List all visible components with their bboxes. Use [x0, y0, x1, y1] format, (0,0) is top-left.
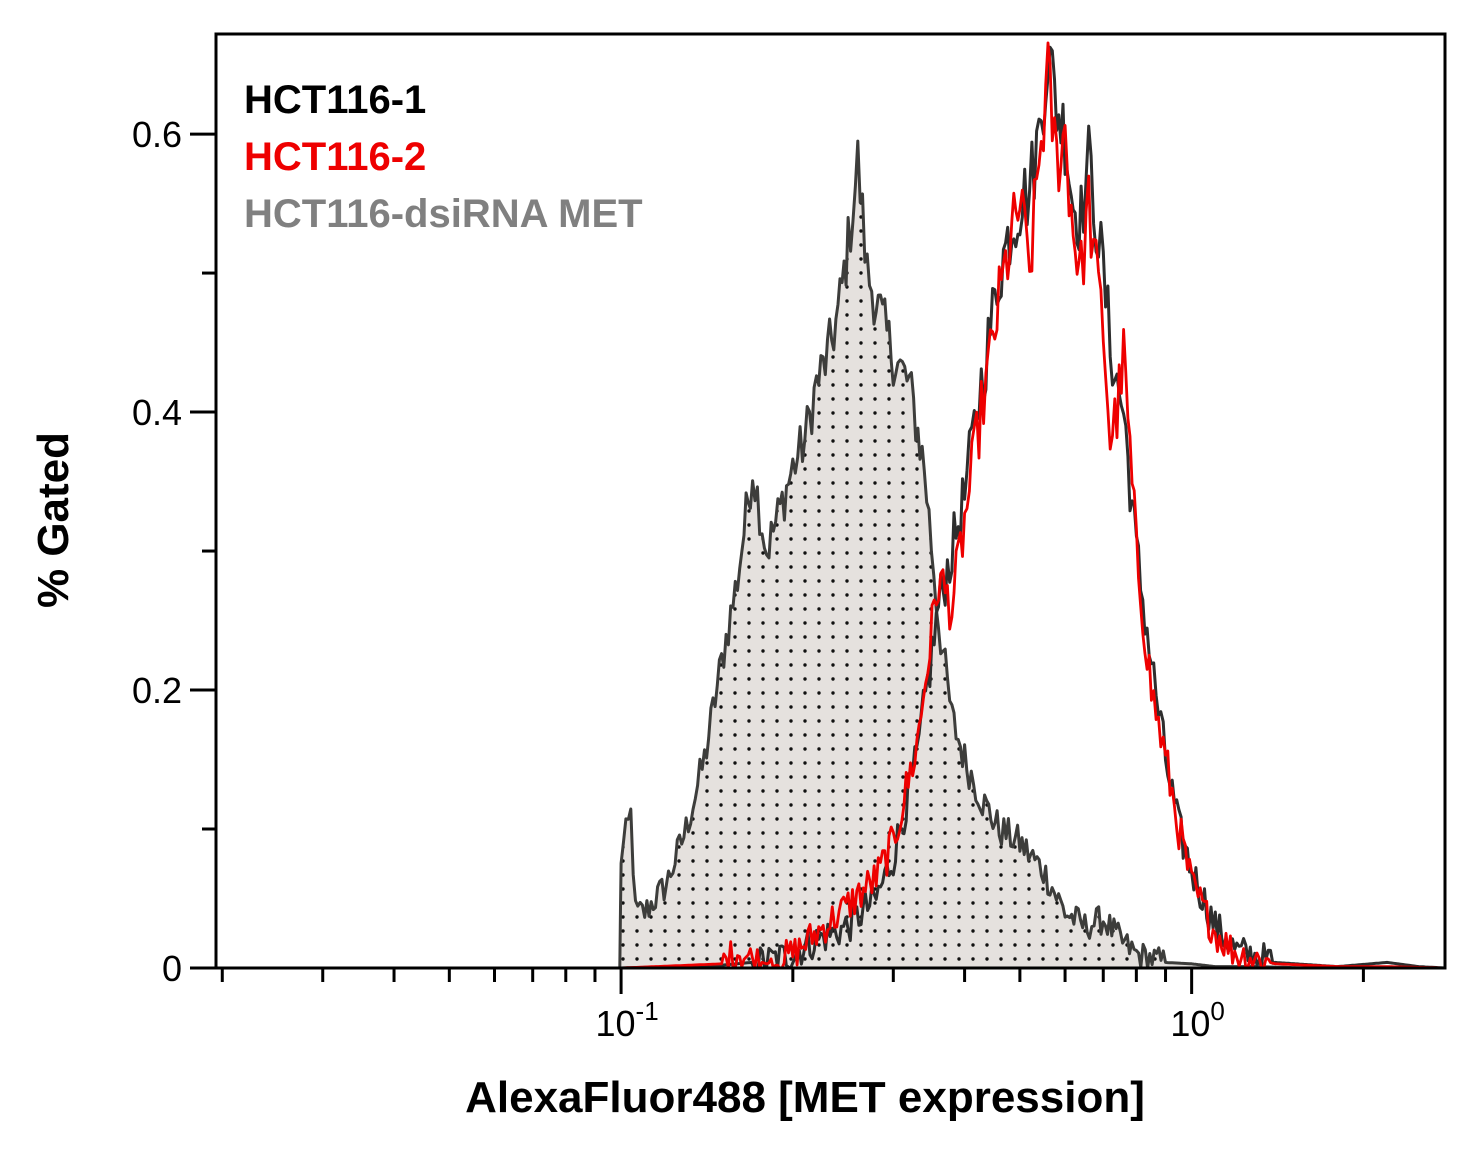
series-line-hct116-2 [216, 41, 1445, 968]
y-tick-label: 0 [162, 948, 182, 989]
y-axis-ticks: 0 0.2 0.4 0.6 [132, 114, 216, 989]
series-fill-hct116-dsirna-met [216, 141, 1445, 968]
x-tick-label: 100 [1170, 996, 1225, 1044]
legend: HCT116-1 HCT116-2 HCT116-dsiRNA MET [244, 78, 643, 236]
plot-frame [214, 32, 1447, 970]
y-tick-label: 0.4 [132, 392, 182, 433]
y-axis-label: % Gated [29, 432, 78, 608]
x-tick-label: 10-1 [595, 996, 658, 1044]
legend-entry: HCT116-2 [244, 135, 426, 179]
legend-entry: HCT116-1 [244, 78, 426, 122]
plot-area [216, 41, 1445, 968]
x-axis-ticks: 10-1 100 [220, 968, 1365, 1044]
y-tick-label: 0.2 [132, 670, 182, 711]
y-tick-label: 0.6 [132, 114, 182, 155]
x-axis-label: AlexaFluor488 [MET expression] [465, 1073, 1145, 1122]
legend-entry: HCT116-dsiRNA MET [244, 192, 643, 236]
